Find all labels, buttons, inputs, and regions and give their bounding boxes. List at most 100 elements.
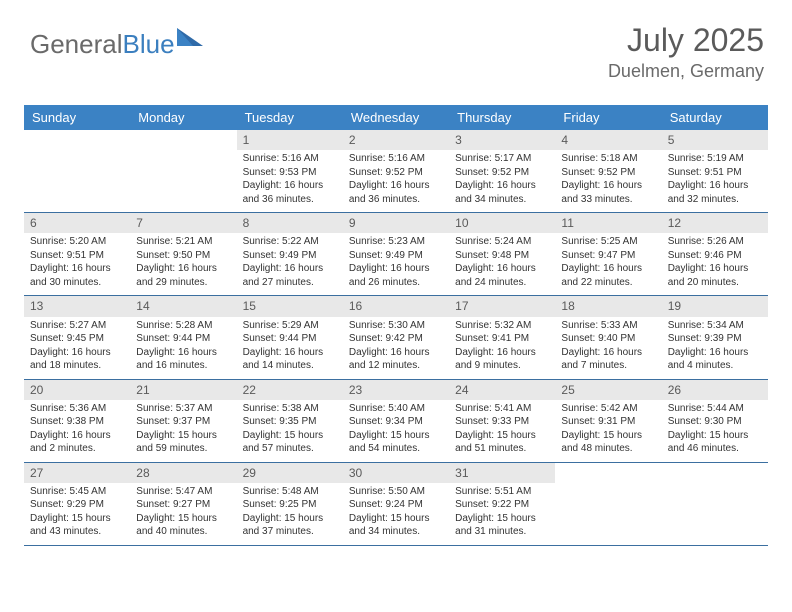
calendar-week: 20Sunrise: 5:36 AMSunset: 9:38 PMDayligh… xyxy=(24,380,768,463)
daylight-text: Daylight: 16 hours and 12 minutes. xyxy=(349,346,443,373)
sunset-text: Sunset: 9:41 PM xyxy=(455,332,549,346)
sunrise-text: Sunrise: 5:51 AM xyxy=(455,485,549,499)
day-number: 31 xyxy=(449,463,555,483)
sunset-text: Sunset: 9:51 PM xyxy=(668,166,762,180)
calendar-cell: 12Sunrise: 5:26 AMSunset: 9:46 PMDayligh… xyxy=(662,213,768,295)
daylight-text: Daylight: 15 hours and 37 minutes. xyxy=(243,512,337,539)
calendar-cell: 26Sunrise: 5:44 AMSunset: 9:30 PMDayligh… xyxy=(662,380,768,462)
sunrise-text: Sunrise: 5:41 AM xyxy=(455,402,549,416)
logo-text-blue: Blue xyxy=(123,29,175,59)
day-body: Sunrise: 5:18 AMSunset: 9:52 PMDaylight:… xyxy=(555,150,661,212)
sunset-text: Sunset: 9:52 PM xyxy=(455,166,549,180)
day-number: 11 xyxy=(555,213,661,233)
sunrise-text: Sunrise: 5:40 AM xyxy=(349,402,443,416)
sunset-text: Sunset: 9:52 PM xyxy=(561,166,655,180)
day-number: 12 xyxy=(662,213,768,233)
day-body: Sunrise: 5:41 AMSunset: 9:33 PMDaylight:… xyxy=(449,400,555,462)
sunrise-text: Sunrise: 5:17 AM xyxy=(455,152,549,166)
sunset-text: Sunset: 9:50 PM xyxy=(136,249,230,263)
calendar-cell: 25Sunrise: 5:42 AMSunset: 9:31 PMDayligh… xyxy=(555,380,661,462)
day-body: Sunrise: 5:20 AMSunset: 9:51 PMDaylight:… xyxy=(24,233,130,295)
sunrise-text: Sunrise: 5:24 AM xyxy=(455,235,549,249)
day-body: Sunrise: 5:24 AMSunset: 9:48 PMDaylight:… xyxy=(449,233,555,295)
logo-text-general: General xyxy=(30,29,123,59)
sunset-text: Sunset: 9:45 PM xyxy=(30,332,124,346)
calendar-cell: 17Sunrise: 5:32 AMSunset: 9:41 PMDayligh… xyxy=(449,296,555,378)
sunrise-text: Sunrise: 5:36 AM xyxy=(30,402,124,416)
day-number: 15 xyxy=(237,296,343,316)
sunset-text: Sunset: 9:49 PM xyxy=(349,249,443,263)
day-number: 14 xyxy=(130,296,236,316)
daylight-text: Daylight: 16 hours and 26 minutes. xyxy=(349,262,443,289)
sunrise-text: Sunrise: 5:42 AM xyxy=(561,402,655,416)
calendar-cell: 23Sunrise: 5:40 AMSunset: 9:34 PMDayligh… xyxy=(343,380,449,462)
sunrise-text: Sunrise: 5:26 AM xyxy=(668,235,762,249)
day-body: Sunrise: 5:36 AMSunset: 9:38 PMDaylight:… xyxy=(24,400,130,462)
calendar-cell: 10Sunrise: 5:24 AMSunset: 9:48 PMDayligh… xyxy=(449,213,555,295)
day-header: Monday xyxy=(130,105,236,130)
calendar-cell xyxy=(130,130,236,212)
daylight-text: Daylight: 16 hours and 24 minutes. xyxy=(455,262,549,289)
calendar-cell: 19Sunrise: 5:34 AMSunset: 9:39 PMDayligh… xyxy=(662,296,768,378)
calendar-weeks: 1Sunrise: 5:16 AMSunset: 9:53 PMDaylight… xyxy=(24,130,768,546)
calendar-cell: 29Sunrise: 5:48 AMSunset: 9:25 PMDayligh… xyxy=(237,463,343,545)
sunset-text: Sunset: 9:51 PM xyxy=(30,249,124,263)
day-header: Friday xyxy=(555,105,661,130)
sunset-text: Sunset: 9:46 PM xyxy=(668,249,762,263)
day-body: Sunrise: 5:27 AMSunset: 9:45 PMDaylight:… xyxy=(24,317,130,379)
daylight-text: Daylight: 16 hours and 27 minutes. xyxy=(243,262,337,289)
calendar-week: 1Sunrise: 5:16 AMSunset: 9:53 PMDaylight… xyxy=(24,130,768,213)
day-body: Sunrise: 5:29 AMSunset: 9:44 PMDaylight:… xyxy=(237,317,343,379)
sunset-text: Sunset: 9:53 PM xyxy=(243,166,337,180)
daylight-text: Daylight: 16 hours and 7 minutes. xyxy=(561,346,655,373)
sunrise-text: Sunrise: 5:44 AM xyxy=(668,402,762,416)
calendar-cell: 6Sunrise: 5:20 AMSunset: 9:51 PMDaylight… xyxy=(24,213,130,295)
sunrise-text: Sunrise: 5:37 AM xyxy=(136,402,230,416)
day-number: 5 xyxy=(662,130,768,150)
calendar-cell: 14Sunrise: 5:28 AMSunset: 9:44 PMDayligh… xyxy=(130,296,236,378)
daylight-text: Daylight: 16 hours and 14 minutes. xyxy=(243,346,337,373)
day-body: Sunrise: 5:16 AMSunset: 9:53 PMDaylight:… xyxy=(237,150,343,212)
day-number: 18 xyxy=(555,296,661,316)
sunset-text: Sunset: 9:38 PM xyxy=(30,415,124,429)
daylight-text: Daylight: 15 hours and 31 minutes. xyxy=(455,512,549,539)
calendar-cell: 21Sunrise: 5:37 AMSunset: 9:37 PMDayligh… xyxy=(130,380,236,462)
day-body: Sunrise: 5:26 AMSunset: 9:46 PMDaylight:… xyxy=(662,233,768,295)
daylight-text: Daylight: 16 hours and 22 minutes. xyxy=(561,262,655,289)
daylight-text: Daylight: 16 hours and 36 minutes. xyxy=(243,179,337,206)
sunset-text: Sunset: 9:44 PM xyxy=(243,332,337,346)
day-body: Sunrise: 5:21 AMSunset: 9:50 PMDaylight:… xyxy=(130,233,236,295)
calendar-cell: 31Sunrise: 5:51 AMSunset: 9:22 PMDayligh… xyxy=(449,463,555,545)
calendar-cell: 22Sunrise: 5:38 AMSunset: 9:35 PMDayligh… xyxy=(237,380,343,462)
sunrise-text: Sunrise: 5:27 AM xyxy=(30,319,124,333)
day-number: 25 xyxy=(555,380,661,400)
sunset-text: Sunset: 9:37 PM xyxy=(136,415,230,429)
sunset-text: Sunset: 9:24 PM xyxy=(349,498,443,512)
daylight-text: Daylight: 15 hours and 54 minutes. xyxy=(349,429,443,456)
sunrise-text: Sunrise: 5:18 AM xyxy=(561,152,655,166)
day-body: Sunrise: 5:22 AMSunset: 9:49 PMDaylight:… xyxy=(237,233,343,295)
sunrise-text: Sunrise: 5:48 AM xyxy=(243,485,337,499)
sunset-text: Sunset: 9:30 PM xyxy=(668,415,762,429)
calendar-cell: 3Sunrise: 5:17 AMSunset: 9:52 PMDaylight… xyxy=(449,130,555,212)
sunrise-text: Sunrise: 5:47 AM xyxy=(136,485,230,499)
sunset-text: Sunset: 9:42 PM xyxy=(349,332,443,346)
day-number: 19 xyxy=(662,296,768,316)
sunrise-text: Sunrise: 5:28 AM xyxy=(136,319,230,333)
title-block: July 2025 Duelmen, Germany xyxy=(608,22,764,82)
sunset-text: Sunset: 9:31 PM xyxy=(561,415,655,429)
day-body: Sunrise: 5:23 AMSunset: 9:49 PMDaylight:… xyxy=(343,233,449,295)
day-number: 27 xyxy=(24,463,130,483)
day-body: Sunrise: 5:48 AMSunset: 9:25 PMDaylight:… xyxy=(237,483,343,545)
sunset-text: Sunset: 9:48 PM xyxy=(455,249,549,263)
day-number: 29 xyxy=(237,463,343,483)
sunrise-text: Sunrise: 5:21 AM xyxy=(136,235,230,249)
sunrise-text: Sunrise: 5:32 AM xyxy=(455,319,549,333)
sunset-text: Sunset: 9:33 PM xyxy=(455,415,549,429)
day-body: Sunrise: 5:28 AMSunset: 9:44 PMDaylight:… xyxy=(130,317,236,379)
day-number: 3 xyxy=(449,130,555,150)
day-body: Sunrise: 5:30 AMSunset: 9:42 PMDaylight:… xyxy=(343,317,449,379)
day-number: 24 xyxy=(449,380,555,400)
day-number: 17 xyxy=(449,296,555,316)
daylight-text: Daylight: 15 hours and 51 minutes. xyxy=(455,429,549,456)
